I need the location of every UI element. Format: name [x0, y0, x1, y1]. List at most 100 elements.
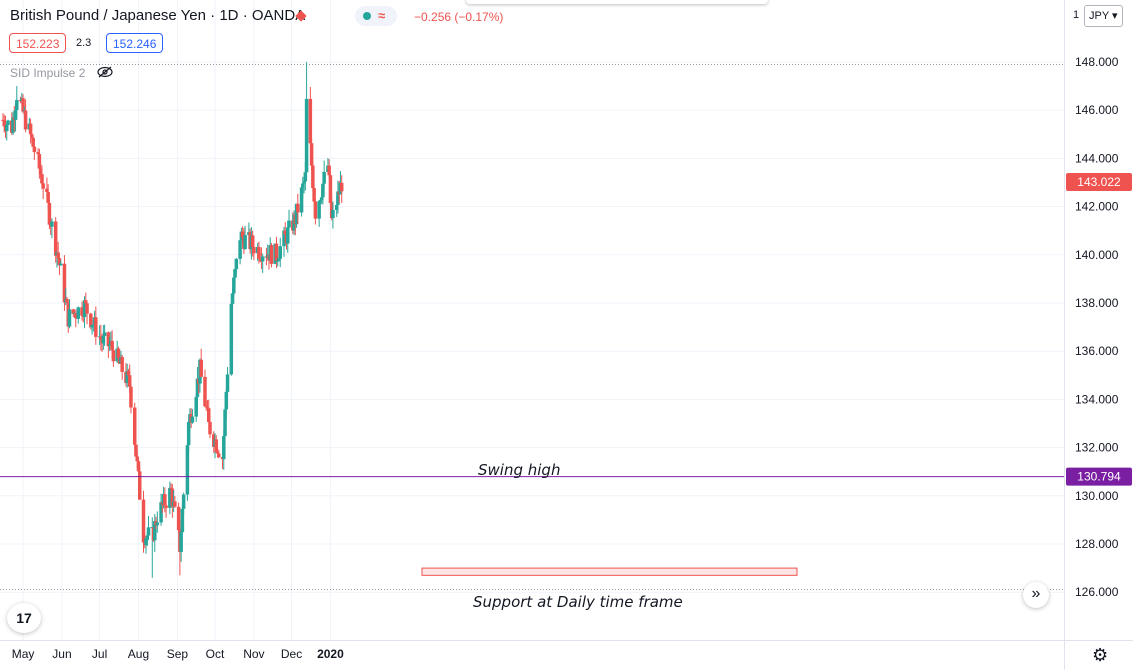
eye-hidden-icon[interactable]: [97, 66, 113, 78]
x-tick-label: Nov: [243, 647, 264, 661]
candle-body: [153, 521, 157, 541]
candle-body: [199, 359, 203, 377]
status-dot-icon: [363, 12, 371, 20]
wave-icon: ≈: [378, 8, 386, 23]
candle-body: [132, 407, 137, 445]
candle-body: [65, 298, 69, 303]
candle-body: [169, 487, 173, 489]
candle-body: [6, 120, 10, 125]
support-annotation: Support at Daily time frame: [473, 593, 683, 611]
interval-label[interactable]: 1D: [219, 7, 239, 24]
candle-body: [76, 307, 81, 319]
candle-body: [303, 172, 308, 182]
y-tick-label: 126.000: [1075, 585, 1119, 599]
candle-body: [240, 231, 245, 238]
candle-body: [327, 165, 331, 176]
candle-body: [224, 391, 229, 410]
candle-body: [194, 397, 198, 417]
currency-label: JPY: [1089, 10, 1109, 22]
y-tick-label: 128.000: [1075, 537, 1119, 551]
candle-body: [136, 461, 141, 472]
candle-body: [80, 307, 84, 316]
candle-body: [46, 191, 50, 203]
candle-body: [30, 134, 34, 138]
chevron-down-icon: ▾: [1112, 10, 1118, 22]
candle-body: [85, 303, 89, 314]
candle-body: [309, 143, 314, 166]
sell-button[interactable]: 152.223: [9, 33, 67, 53]
scroll-to-realtime-button[interactable]: »: [1023, 582, 1049, 608]
candle-body: [125, 370, 129, 384]
candle-body: [334, 204, 339, 210]
spread-value: 2.3: [76, 37, 92, 49]
candle-body: [31, 137, 35, 147]
candle-body: [74, 313, 78, 318]
candle-body: [57, 258, 62, 266]
candle-body: [155, 522, 160, 526]
candle-body: [58, 263, 63, 266]
x-tick-label: Sep: [167, 647, 189, 661]
candle-body: [84, 300, 88, 304]
candle-body: [53, 221, 58, 256]
currency-selector[interactable]: JPY ▾: [1084, 5, 1123, 27]
candle-body: [23, 110, 28, 130]
candle-body: [277, 258, 281, 261]
candle-body: [339, 182, 344, 192]
candle-body: [260, 256, 265, 262]
gear-icon[interactable]: ⚙: [1092, 645, 1109, 665]
candle-body: [205, 407, 210, 409]
candle-body: [328, 175, 333, 203]
candle-body: [40, 174, 44, 184]
symbol-name: British Pound / Japanese Yen: [10, 7, 206, 24]
candle-body: [41, 183, 45, 189]
candle-body: [230, 293, 235, 304]
candle-body: [195, 378, 200, 398]
y-tick-label: 138.000: [1075, 296, 1119, 310]
candle-body: [294, 203, 299, 225]
candle-body: [322, 171, 326, 184]
candle-body: [5, 124, 9, 132]
candle-body: [225, 374, 230, 392]
indicator-label[interactable]: SID Impulse 2: [10, 66, 86, 80]
candle-body: [186, 421, 191, 446]
candle-body: [36, 152, 40, 155]
candle-body: [106, 332, 111, 347]
candle-body: [146, 527, 151, 536]
level-price-label: 130.794: [1077, 470, 1121, 484]
candle-body: [102, 332, 107, 337]
candle-body: [301, 183, 305, 188]
price-change: −0.256 (−0.17%): [414, 10, 504, 24]
y-tick-label: 144.000: [1075, 151, 1119, 165]
candle-body: [141, 499, 146, 543]
candle-body: [15, 100, 19, 110]
y-tick-label: 146.000: [1075, 103, 1119, 117]
candle-body: [336, 191, 340, 205]
top-tab-handle[interactable]: [466, 0, 768, 4]
tradingview-logo-icon[interactable]: 17: [7, 603, 41, 633]
candle-body: [94, 317, 98, 337]
candle-body: [317, 201, 321, 219]
candle-body: [223, 409, 227, 437]
candle-body: [11, 117, 15, 133]
buy-button[interactable]: 152.246: [106, 33, 164, 53]
current-price-label: 143.022: [1077, 175, 1121, 189]
x-tick-label: Jun: [52, 647, 71, 661]
chart-title: British Pound / Japanese Yen · 1D · OAND…: [10, 7, 306, 24]
candle-body: [181, 494, 186, 509]
candle-body: [137, 471, 142, 500]
candle-body: [37, 154, 42, 169]
candle-body: [278, 246, 282, 259]
candle-body: [28, 123, 33, 135]
candle-body: [82, 300, 87, 317]
current-price-tag: [1066, 172, 1132, 191]
candle-body: [304, 98, 309, 173]
candle-body: [107, 344, 112, 347]
status-pill[interactable]: ≈: [355, 6, 397, 26]
candle-body: [313, 201, 318, 219]
candle-body: [238, 240, 242, 259]
candle-body: [144, 538, 148, 545]
candle-body: [208, 421, 212, 435]
y-tick-label: 148.000: [1075, 55, 1119, 69]
